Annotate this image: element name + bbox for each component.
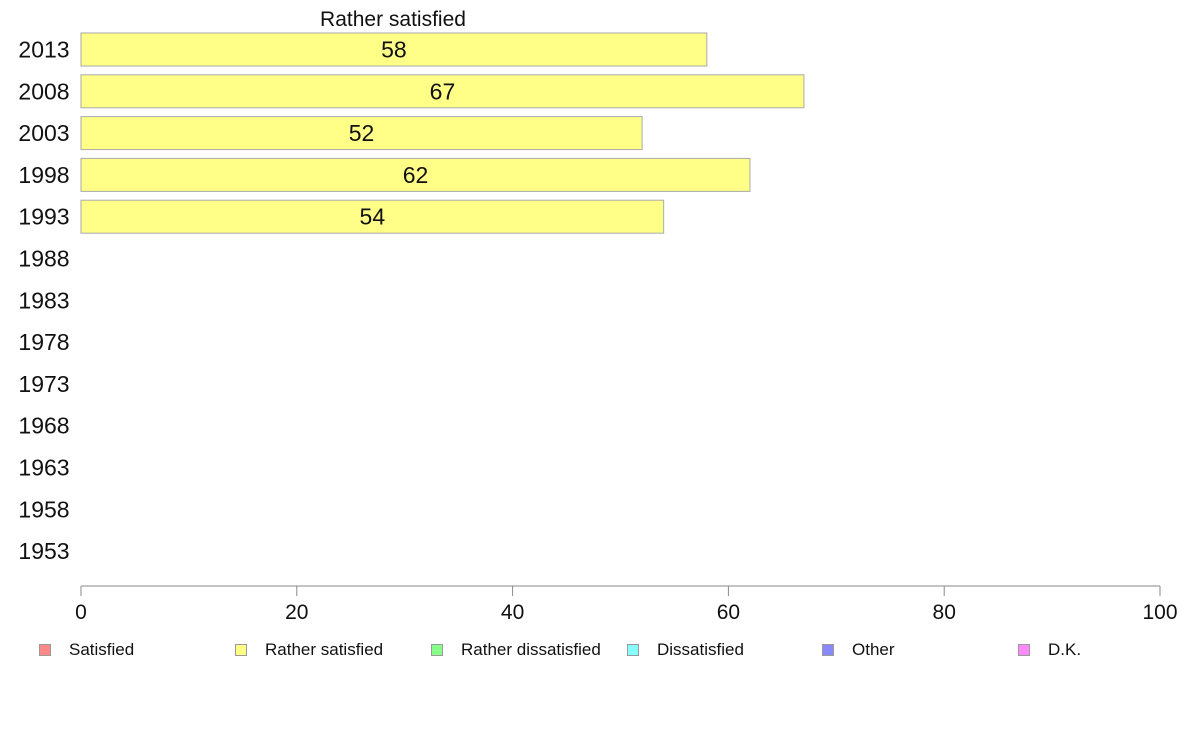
x-tick-label: 40 — [501, 601, 524, 624]
x-tick-label: 80 — [933, 601, 956, 624]
bar-value-label: 52 — [349, 120, 375, 146]
y-tick-label: 1968 — [18, 413, 69, 439]
legend-label: Satisfied — [69, 640, 135, 659]
x-tick-label: 100 — [1142, 601, 1177, 624]
y-tick-label: 2013 — [18, 37, 69, 63]
bar-value-label: 54 — [360, 204, 386, 230]
chart-title: Rather satisfied — [320, 8, 466, 31]
bar-value-label: 58 — [381, 37, 407, 63]
y-tick-label: 1973 — [18, 371, 69, 397]
legend-label: Rather satisfied — [265, 640, 384, 659]
bar — [80, 32, 708, 67]
y-tick-label: 1998 — [18, 162, 69, 188]
y-tick-label: 1978 — [18, 329, 69, 355]
legend-swatch-dk — [1018, 644, 1030, 656]
bar — [80, 157, 751, 192]
y-tick-label: 1983 — [18, 287, 69, 313]
x-tick-label: 20 — [285, 601, 308, 624]
legend-swatch-rather-satisfied — [235, 644, 247, 656]
legend-item-rather-dissatisfied: Rather dissatisfied — [431, 638, 601, 662]
y-tick-label: 1988 — [18, 246, 69, 272]
x-tick-label: 0 — [75, 601, 87, 624]
legend-swatch-satisfied — [39, 644, 51, 656]
bar — [80, 199, 665, 234]
legend-item-dissatisfied: Dissatisfied — [627, 638, 744, 662]
legend-item-rather-satisfied: Rather satisfied — [235, 638, 383, 662]
y-tick-label: 2008 — [18, 78, 69, 104]
bar-chart: Rather satisfied 2013 2008 2003 1998 1993 198… — [18, 8, 1177, 624]
legend-swatch-dissatisfied — [627, 644, 639, 656]
x-tick-label: 60 — [717, 601, 740, 624]
bar — [80, 116, 643, 151]
y-tick-label: 1953 — [18, 538, 69, 564]
bar — [80, 74, 805, 109]
legend-swatch-other — [822, 644, 834, 656]
bar-value-label: 62 — [403, 162, 429, 188]
legend-item-dk: D.K. — [1018, 638, 1081, 662]
legend-label: D.K. — [1048, 640, 1082, 659]
y-tick-label: 1963 — [18, 455, 69, 481]
legend-label: Dissatisfied — [657, 640, 744, 659]
legend: Satisfied Rather satisfied Rather dissat… — [0, 638, 1188, 662]
legend-swatch-rather-dissatisfied — [431, 644, 443, 656]
legend-label: Rather dissatisfied — [461, 640, 601, 659]
y-tick-label: 1958 — [18, 496, 69, 522]
y-tick-label: 1993 — [18, 204, 69, 230]
legend-item-satisfied: Satisfied — [39, 638, 134, 662]
legend-item-other: Other — [822, 638, 895, 662]
legend-label: Other — [852, 640, 895, 659]
bar-value-label: 67 — [430, 78, 456, 104]
y-tick-label: 2003 — [18, 120, 69, 146]
